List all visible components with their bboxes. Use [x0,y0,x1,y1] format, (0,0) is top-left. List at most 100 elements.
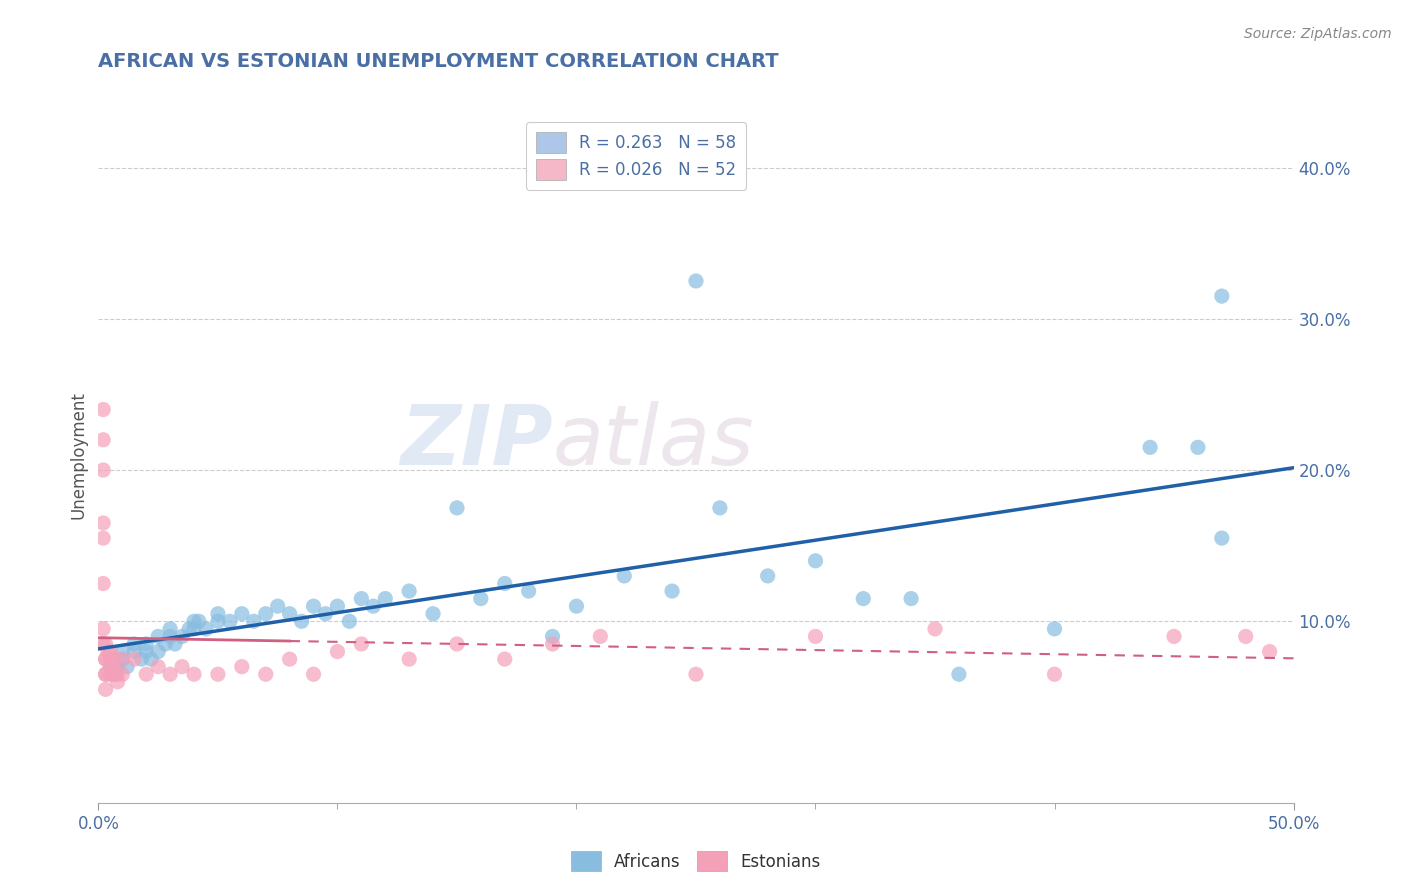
Point [98,667,122,681]
Point [183,622,205,636]
Point [94,682,117,697]
Point [111,652,134,666]
Point [315,607,337,621]
Point [661,584,683,599]
Point [91,576,114,591]
Point [852,591,875,606]
Point [1139,441,1161,455]
Point [207,607,229,621]
Point [422,607,444,621]
Point [243,615,266,629]
Text: AFRICAN VS ESTONIAN UNEMPLOYMENT CORRELATION CHART: AFRICAN VS ESTONIAN UNEMPLOYMENT CORRELA… [98,53,779,71]
Point [398,652,420,666]
Point [337,615,360,629]
Point [179,622,201,636]
Point [804,629,827,643]
Point [172,659,194,673]
Point [1187,441,1209,455]
Point [446,500,468,515]
Point [159,629,181,643]
Point [350,637,373,651]
Point [94,652,117,666]
Point [613,569,636,583]
Point [94,667,117,681]
Point [278,607,301,621]
Point [101,659,124,673]
Point [139,652,162,666]
Point [1163,629,1185,643]
Point [948,667,970,681]
Point [97,644,120,658]
Point [183,615,205,629]
Point [326,599,349,614]
Point [494,652,516,666]
Point [107,674,129,689]
Point [124,637,146,651]
Point [98,652,122,666]
Point [302,599,325,614]
Point [104,667,127,681]
Point [1043,667,1066,681]
Point [541,629,564,643]
Point [494,576,516,591]
Point [1234,629,1257,643]
Point [1211,289,1233,303]
Point [326,644,349,658]
Point [98,644,122,658]
Point [231,607,253,621]
Point [111,652,134,666]
Text: ZIP: ZIP [399,401,553,482]
Point [94,652,117,666]
Point [194,622,217,636]
Point [804,554,827,568]
Point [685,274,707,288]
Point [187,615,209,629]
Legend: Africans, Estonians: Africans, Estonians [564,845,828,878]
Point [163,637,186,651]
Point [278,652,301,666]
Point [685,667,707,681]
Point [115,659,138,673]
Point [1258,644,1281,658]
Point [159,622,181,636]
Point [111,667,134,681]
Point [565,599,588,614]
Point [135,667,157,681]
Point [98,659,122,673]
Point [1211,531,1233,545]
Point [350,591,373,606]
Text: Source: ZipAtlas.com: Source: ZipAtlas.com [1244,27,1392,41]
Point [124,644,146,658]
Point [446,637,468,651]
Point [124,652,146,666]
Point [91,637,114,651]
Text: atlas: atlas [553,401,754,482]
Point [91,402,114,417]
Point [91,433,114,447]
Y-axis label: Unemployment: Unemployment [69,391,87,519]
Point [398,584,420,599]
Point [94,637,117,651]
Point [111,644,134,658]
Point [231,659,253,673]
Point [104,652,127,666]
Point [254,607,277,621]
Point [363,599,385,614]
Point [756,569,779,583]
Point [709,500,731,515]
Point [148,629,170,643]
Point [924,622,946,636]
Point [267,599,290,614]
Point [148,644,170,658]
Point [517,584,540,599]
Point [302,667,325,681]
Point [254,667,277,681]
Point [470,591,492,606]
Point [98,659,122,673]
Point [148,659,170,673]
Point [207,615,229,629]
Point [91,531,114,545]
Point [135,644,157,658]
Point [589,629,612,643]
Point [107,667,129,681]
